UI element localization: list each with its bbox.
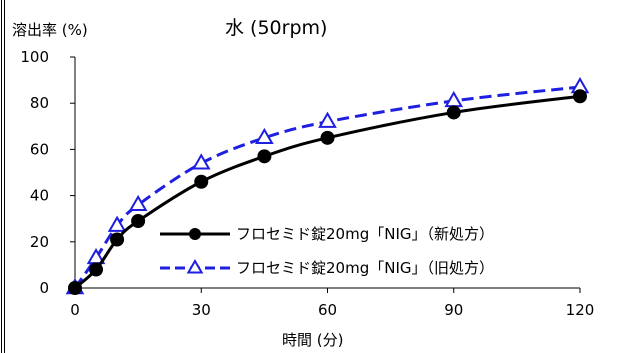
data-point bbox=[444, 90, 464, 108]
data-point bbox=[573, 89, 587, 104]
frame-line-left-inner bbox=[4, 0, 5, 353]
x-tick-label: 0 bbox=[70, 301, 80, 319]
x-tick-label: 90 bbox=[444, 301, 463, 319]
data-point bbox=[194, 174, 209, 189]
y-tick-label: 0 bbox=[39, 279, 49, 297]
x-axis-title: 時間 (分) bbox=[282, 331, 343, 349]
data-point bbox=[446, 105, 461, 120]
data-point bbox=[255, 127, 274, 145]
y-tick-label: 100 bbox=[20, 48, 49, 66]
y-tick-label: 20 bbox=[30, 233, 49, 251]
data-point bbox=[131, 214, 146, 229]
legend-label: フロセミド錠20mg「NIG」（旧処方） bbox=[236, 259, 494, 277]
data-point bbox=[68, 281, 82, 295]
data-point bbox=[191, 153, 211, 170]
y-tick-label: 80 bbox=[30, 94, 49, 112]
data-point bbox=[107, 215, 127, 232]
data-point bbox=[110, 232, 125, 247]
data-point bbox=[320, 130, 335, 145]
frame-line-left bbox=[1, 0, 2, 353]
data-point bbox=[89, 262, 104, 277]
y-axis-title: 溶出率 (%) bbox=[12, 21, 88, 39]
legend-marker bbox=[189, 228, 201, 240]
x-tick-label: 60 bbox=[318, 301, 337, 319]
y-tick-label: 40 bbox=[30, 187, 49, 205]
legend-label: フロセミド錠20mg「NIG」（新処方） bbox=[236, 225, 494, 243]
series-1 bbox=[68, 89, 587, 295]
legend: フロセミド錠20mg「NIG」（新処方） フロセミド錠20mg「NIG」（旧処方） bbox=[160, 225, 494, 277]
data-point bbox=[128, 194, 148, 212]
y-tick-label: 60 bbox=[30, 140, 49, 158]
chart-title: 水 (50rpm) bbox=[225, 17, 327, 39]
x-tick-label: 120 bbox=[566, 301, 595, 319]
legend-entry-2: フロセミド錠20mg「NIG」（旧処方） bbox=[160, 258, 494, 277]
data-point bbox=[318, 111, 337, 128]
data-point bbox=[257, 149, 272, 164]
legend-marker bbox=[186, 258, 204, 274]
axes: 0 20 40 60 80 100 0 30 60 90 120 bbox=[20, 48, 594, 319]
x-tick-label: 30 bbox=[192, 301, 211, 319]
series-2 bbox=[65, 77, 590, 295]
legend-entry-1: フロセミド錠20mg「NIG」（新処方） bbox=[160, 225, 494, 243]
series-layer bbox=[65, 77, 590, 295]
